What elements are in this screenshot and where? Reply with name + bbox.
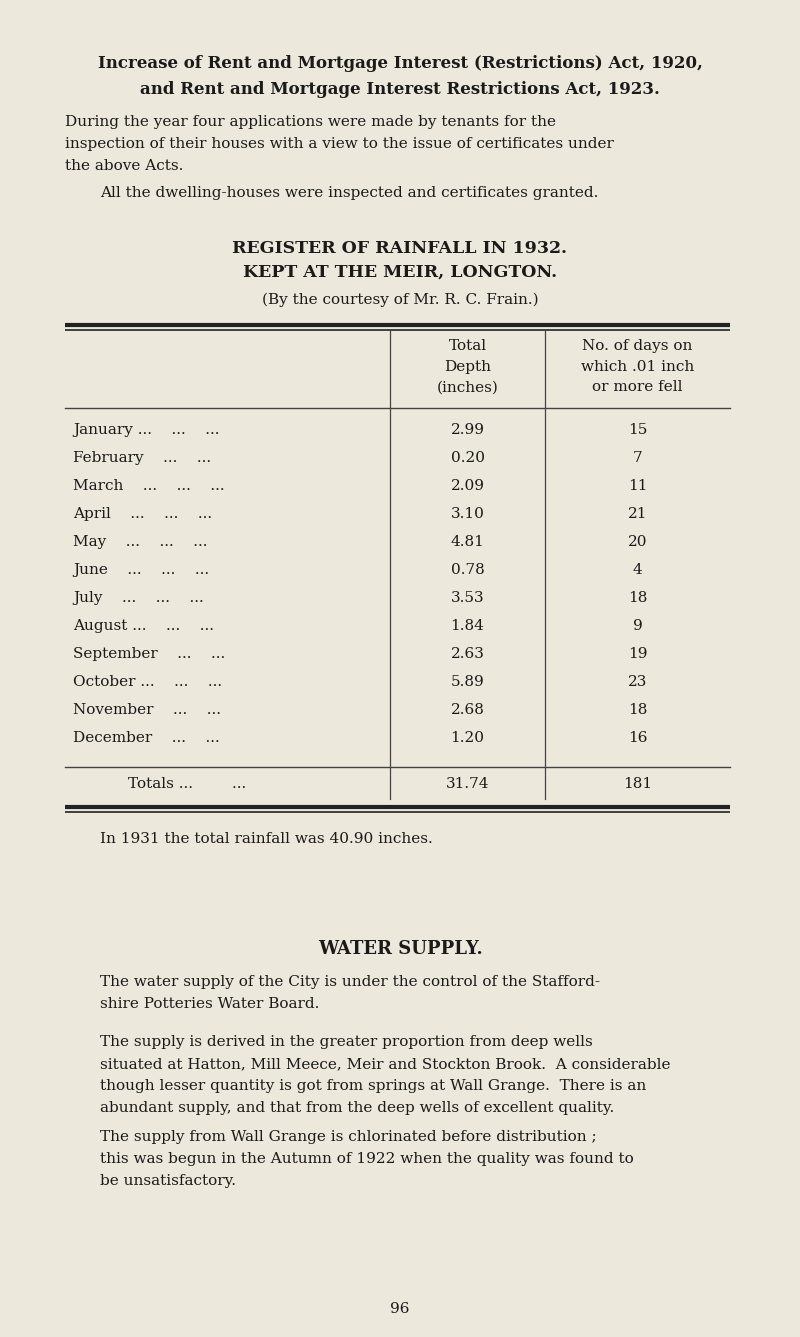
Text: April    ...    ...    ...: April ... ... ... xyxy=(73,507,212,521)
Text: inspection of their houses with a view to the issue of certificates under: inspection of their houses with a view t… xyxy=(65,136,614,151)
Text: 4: 4 xyxy=(633,563,642,578)
Text: shire Potteries Water Board.: shire Potteries Water Board. xyxy=(100,997,319,1011)
Text: 20: 20 xyxy=(628,535,647,550)
Text: October ...    ...    ...: October ... ... ... xyxy=(73,675,222,689)
Text: and Rent and Mortgage Interest Restrictions Act, 1923.: and Rent and Mortgage Interest Restricti… xyxy=(140,82,660,98)
Text: 2.63: 2.63 xyxy=(450,647,485,660)
Text: 3.10: 3.10 xyxy=(450,507,485,521)
Text: REGISTER OF RAINFALL IN 1932.: REGISTER OF RAINFALL IN 1932. xyxy=(233,241,567,257)
Text: 2.99: 2.99 xyxy=(450,422,485,437)
Text: Totals ...        ...: Totals ... ... xyxy=(128,777,246,792)
Text: 16: 16 xyxy=(628,731,647,745)
Text: Total
Depth
(inches): Total Depth (inches) xyxy=(437,340,498,394)
Text: June    ...    ...    ...: June ... ... ... xyxy=(73,563,209,578)
Text: 21: 21 xyxy=(628,507,647,521)
Text: (By the courtesy of Mr. R. C. Frain.): (By the courtesy of Mr. R. C. Frain.) xyxy=(262,293,538,308)
Text: 0.20: 0.20 xyxy=(450,451,485,465)
Text: December    ...    ...: December ... ... xyxy=(73,731,220,745)
Text: 2.09: 2.09 xyxy=(450,479,485,493)
Text: KEPT AT THE MEIR, LONGTON.: KEPT AT THE MEIR, LONGTON. xyxy=(243,263,557,281)
Text: The water supply of the City is under the control of the Stafford-: The water supply of the City is under th… xyxy=(100,975,600,989)
Text: The supply from Wall Grange is chlorinated before distribution ;: The supply from Wall Grange is chlorinat… xyxy=(100,1130,597,1144)
Text: 23: 23 xyxy=(628,675,647,689)
Text: July    ...    ...    ...: July ... ... ... xyxy=(73,591,204,606)
Text: 96: 96 xyxy=(390,1302,410,1316)
Text: September    ...    ...: September ... ... xyxy=(73,647,226,660)
Text: 7: 7 xyxy=(633,451,642,465)
Text: WATER SUPPLY.: WATER SUPPLY. xyxy=(318,940,482,959)
Text: 15: 15 xyxy=(628,422,647,437)
Text: this was begun in the Autumn of 1922 when the quality was found to: this was begun in the Autumn of 1922 whe… xyxy=(100,1152,634,1166)
Text: 19: 19 xyxy=(628,647,647,660)
Text: 1.20: 1.20 xyxy=(450,731,485,745)
Text: though lesser quantity is got from springs at Wall Grange.  There is an: though lesser quantity is got from sprin… xyxy=(100,1079,646,1094)
Text: be unsatisfactory.: be unsatisfactory. xyxy=(100,1174,236,1189)
Text: abundant supply, and that from the deep wells of excellent quality.: abundant supply, and that from the deep … xyxy=(100,1100,614,1115)
Text: Increase of Rent and Mortgage Interest (Restrictions) Act, 1920,: Increase of Rent and Mortgage Interest (… xyxy=(98,55,702,72)
Text: 181: 181 xyxy=(623,777,652,792)
Text: No. of days on
which .01 inch
or more fell: No. of days on which .01 inch or more fe… xyxy=(581,340,694,394)
Text: 11: 11 xyxy=(628,479,647,493)
Text: 2.68: 2.68 xyxy=(450,703,485,717)
Text: 0.78: 0.78 xyxy=(450,563,484,578)
Text: The supply is derived in the greater proportion from deep wells: The supply is derived in the greater pro… xyxy=(100,1035,593,1050)
Text: February    ...    ...: February ... ... xyxy=(73,451,211,465)
Text: 3.53: 3.53 xyxy=(450,591,484,606)
Text: In 1931 the total rainfall was 40.90 inches.: In 1931 the total rainfall was 40.90 inc… xyxy=(100,832,433,846)
Text: During the year four applications were made by tenants for the: During the year four applications were m… xyxy=(65,115,556,128)
Text: 4.81: 4.81 xyxy=(450,535,485,550)
Text: situated at Hatton, Mill Meece, Meir and Stockton Brook.  A considerable: situated at Hatton, Mill Meece, Meir and… xyxy=(100,1058,670,1071)
Text: 31.74: 31.74 xyxy=(446,777,490,792)
Text: 18: 18 xyxy=(628,703,647,717)
Text: August ...    ...    ...: August ... ... ... xyxy=(73,619,214,632)
Text: 5.89: 5.89 xyxy=(450,675,484,689)
Text: May    ...    ...    ...: May ... ... ... xyxy=(73,535,207,550)
Text: the above Acts.: the above Acts. xyxy=(65,159,183,172)
Text: 18: 18 xyxy=(628,591,647,606)
Text: 9: 9 xyxy=(633,619,642,632)
Text: March    ...    ...    ...: March ... ... ... xyxy=(73,479,225,493)
Text: November    ...    ...: November ... ... xyxy=(73,703,221,717)
Text: All the dwelling-houses were inspected and certificates granted.: All the dwelling-houses were inspected a… xyxy=(100,186,598,201)
Text: January ...    ...    ...: January ... ... ... xyxy=(73,422,219,437)
Text: 1.84: 1.84 xyxy=(450,619,485,632)
